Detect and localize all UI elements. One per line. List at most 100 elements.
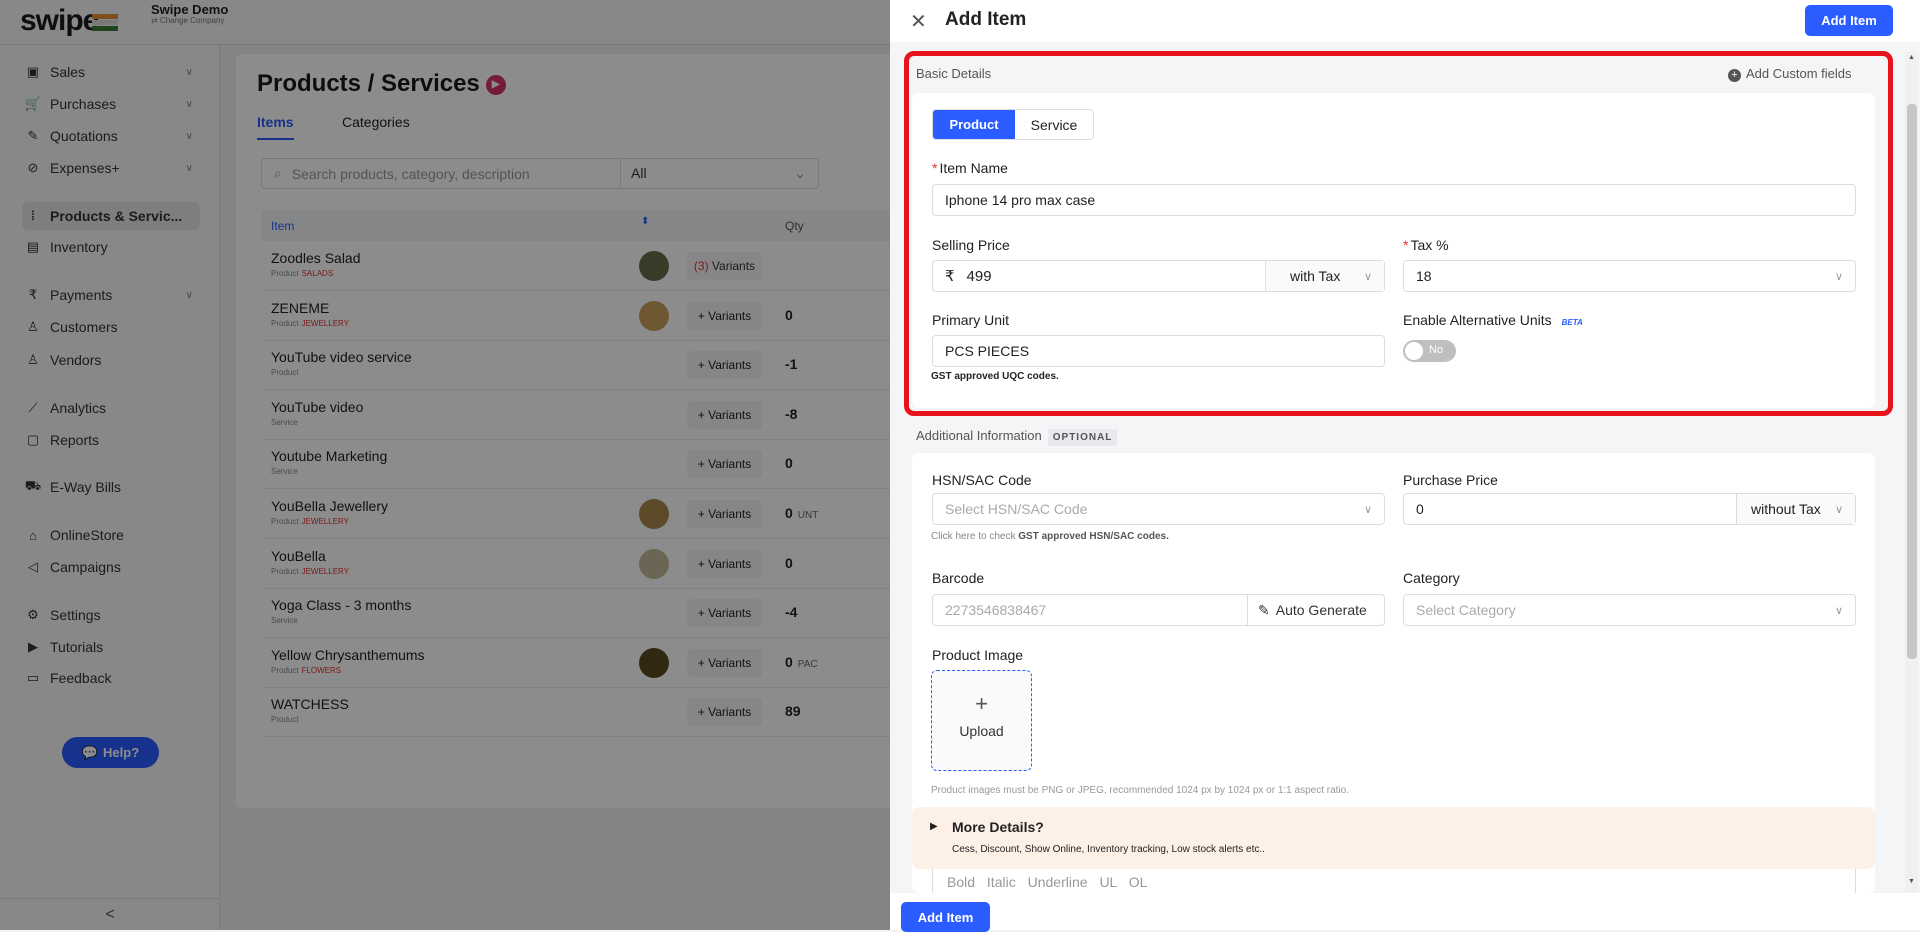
variants-button[interactable]: + Variants bbox=[687, 301, 762, 330]
item-name-input[interactable]: Iphone 14 pro max case bbox=[932, 184, 1856, 216]
hsn-select[interactable]: Select HSN/SAC Code ∨ bbox=[932, 493, 1385, 525]
item-name[interactable]: Yoga Class - 3 months bbox=[271, 597, 412, 614]
item-name[interactable]: YouBella bbox=[271, 547, 326, 564]
hsn-help-pre: Click here to check bbox=[931, 531, 1019, 542]
change-company-link[interactable]: ⇄ Change Company bbox=[151, 16, 225, 25]
variants-button[interactable]: + Variants bbox=[687, 648, 762, 677]
variants-button[interactable]: + Variants bbox=[687, 400, 762, 429]
item-name[interactable]: Youtube Marketing bbox=[271, 448, 388, 465]
table-row[interactable]: YouBella Product JEWELLERY + Variants 0 bbox=[261, 539, 900, 589]
upload-image-button[interactable]: + Upload bbox=[931, 670, 1032, 771]
item-name[interactable]: YouBella Jewellery bbox=[271, 498, 388, 514]
table-row[interactable]: Yellow Chrysanthemums Product FLOWERS + V… bbox=[261, 638, 900, 688]
sidebar-item-sales[interactable]: ▣ Sales ∨ bbox=[24, 58, 199, 86]
variants-button[interactable]: + Variants bbox=[687, 351, 762, 380]
scrollbar[interactable]: ▲ ▼ bbox=[1905, 52, 1918, 892]
toolbar-underline-button[interactable]: Underline bbox=[1027, 874, 1088, 890]
sidebar-item-analytics[interactable]: ⟋ Analytics bbox=[24, 394, 199, 422]
table-row[interactable]: YouBella Jewellery Product JEWELLERY + Va… bbox=[261, 489, 900, 539]
close-icon[interactable]: ✕ bbox=[910, 11, 927, 33]
auto-generate-button[interactable]: ✎ Auto Generate bbox=[1247, 595, 1384, 625]
tab-items[interactable]: Items bbox=[257, 114, 294, 140]
item-name[interactable]: Zoodles Salad bbox=[271, 250, 361, 266]
table-row[interactable]: YouTube video Service + Variants -8 bbox=[261, 390, 900, 440]
item-name[interactable]: ZENEME bbox=[271, 299, 330, 316]
hsn-help-link[interactable]: Click here to check GST approved HSN/SAC… bbox=[931, 531, 1169, 542]
sidebar-item-payments[interactable]: ₹ Payments ∨ bbox=[24, 281, 199, 309]
scroll-up-icon[interactable]: ▲ bbox=[1908, 54, 1915, 61]
toolbar-ul-button[interactable]: UL bbox=[1099, 874, 1117, 890]
scrollbar-thumb[interactable] bbox=[1907, 104, 1917, 659]
sidebar-item-customers[interactable]: ♙ Customers bbox=[24, 313, 199, 341]
pencil-icon: ✎ bbox=[27, 128, 39, 143]
modal-backdrop[interactable] bbox=[0, 0, 900, 930]
sidebar-item-products-servic[interactable]: ⦙ Products & Servic... bbox=[22, 202, 200, 230]
add-item-button[interactable]: Add Item bbox=[1805, 5, 1893, 36]
sidebar-item-inventory[interactable]: ▤ Inventory bbox=[24, 233, 199, 261]
alt-units-toggle[interactable]: No bbox=[1403, 340, 1456, 362]
variants-button[interactable]: + Variants bbox=[687, 549, 762, 578]
item-name[interactable]: Yellow Chrysanthemums bbox=[271, 646, 425, 663]
sidebar-item-quotations[interactable]: ✎ Quotations ∨ bbox=[24, 122, 199, 150]
cart-icon: 🛒 bbox=[24, 96, 42, 111]
company-name[interactable]: Swipe Demo bbox=[151, 2, 229, 17]
add-custom-fields-button[interactable]: + Add Custom fields bbox=[1728, 66, 1852, 82]
sidebar-item-expenses[interactable]: ⊘ Expenses+ ∨ bbox=[24, 154, 199, 182]
product-thumbnail bbox=[639, 548, 669, 579]
sidebar-item-label: Tutorials bbox=[50, 639, 104, 655]
tax-select[interactable]: 18 ∨ bbox=[1403, 260, 1856, 292]
variants-button[interactable]: + Variants bbox=[687, 599, 762, 628]
qty-value: 0 bbox=[785, 554, 793, 571]
table-row[interactable]: ZENEME Product JEWELLERY + Variants 0 bbox=[261, 291, 900, 341]
item-name[interactable]: YouTube video bbox=[271, 398, 364, 415]
more-details-panel[interactable]: ▶ More Details? Cess, Discount, Show Onl… bbox=[912, 807, 1875, 869]
column-qty[interactable]: Qty bbox=[785, 219, 804, 233]
gear-icon: ⚙ bbox=[27, 607, 39, 622]
item-name[interactable]: YouTube video service bbox=[271, 349, 412, 366]
page-title: Products / Services ▶ bbox=[257, 70, 506, 98]
help-button[interactable]: 💬 Help? bbox=[62, 737, 159, 768]
table-row[interactable]: WATCHESS Product + Variants 89 bbox=[261, 687, 900, 738]
toolbar-bold-button[interactable]: Bold bbox=[947, 874, 976, 890]
variants-button[interactable]: + Variants bbox=[687, 698, 762, 727]
purchase-price-input[interactable]: 0 bbox=[1416, 501, 1424, 517]
toolbar-italic-button[interactable]: Italic bbox=[986, 874, 1016, 890]
sidebar-item-tutorials[interactable]: ▶ Tutorials bbox=[24, 633, 199, 661]
purchase-tax-mode-select[interactable]: without Tax ∨ bbox=[1736, 494, 1855, 524]
category-filter-select[interactable]: All ⌄ bbox=[621, 165, 818, 182]
type-service[interactable]: Service bbox=[1030, 116, 1078, 133]
variants-button[interactable]: + Variants bbox=[687, 450, 762, 479]
footer-add-item-button[interactable]: Add Item bbox=[901, 902, 990, 932]
search-input[interactable]: ⌕ Search products, category, description bbox=[262, 159, 621, 188]
scroll-down-icon[interactable]: ▼ bbox=[1908, 878, 1915, 885]
sidebar-item-reports[interactable]: ▢ Reports bbox=[24, 426, 199, 454]
qty-value: -1 bbox=[785, 356, 798, 373]
item-name[interactable]: WATCHESS bbox=[271, 696, 349, 713]
sidebar-item-settings[interactable]: ⚙ Settings bbox=[24, 601, 199, 629]
sidebar-item-vendors[interactable]: ♙ Vendors bbox=[24, 346, 199, 374]
sidebar-item-feedback[interactable]: ▭ Feedback bbox=[24, 664, 199, 692]
table-row[interactable]: YouTube video service Product + Variants… bbox=[261, 340, 900, 391]
variants-button[interactable]: + Variants bbox=[687, 500, 762, 528]
table-row[interactable]: Youtube Marketing Service + Variants 0 bbox=[261, 439, 900, 490]
variants-button[interactable]: (3) Variants bbox=[687, 252, 762, 280]
sidebar-item-campaigns[interactable]: ◁ Campaigns bbox=[24, 553, 199, 581]
table-row[interactable]: Zoodles Salad Product SALADS (3) Variants bbox=[261, 241, 900, 291]
barcode-input[interactable]: 2273546838467 bbox=[945, 602, 1047, 618]
play-video-icon[interactable]: ▶ bbox=[485, 74, 506, 95]
sort-icon[interactable]: ⬍ bbox=[641, 216, 650, 227]
collapse-sidebar-button[interactable]: < bbox=[0, 898, 220, 930]
table-row[interactable]: Yoga Class - 3 months Service + Variants… bbox=[261, 588, 900, 639]
primary-unit-select[interactable]: PCS PIECES bbox=[932, 335, 1385, 367]
sidebar-item-onlinestore[interactable]: ⌂ OnlineStore bbox=[24, 521, 199, 549]
category-select[interactable]: Select Category ∨ bbox=[1403, 594, 1856, 626]
type-product[interactable]: Product bbox=[933, 110, 1015, 139]
price-tax-mode-select[interactable]: with Tax ∨ bbox=[1265, 261, 1384, 291]
column-item[interactable]: Item bbox=[271, 219, 295, 233]
unit-help-text[interactable]: GST approved UQC codes. bbox=[931, 371, 1059, 382]
sidebar-item-e-way-bills[interactable]: ⛟ E-Way Bills bbox=[24, 473, 199, 501]
tab-categories[interactable]: Categories bbox=[342, 114, 410, 130]
toolbar-ol-button[interactable]: OL bbox=[1128, 874, 1148, 890]
sidebar-item-purchases[interactable]: 🛒 Purchases ∨ bbox=[24, 90, 199, 118]
selling-price-input[interactable]: 499 bbox=[966, 267, 992, 285]
